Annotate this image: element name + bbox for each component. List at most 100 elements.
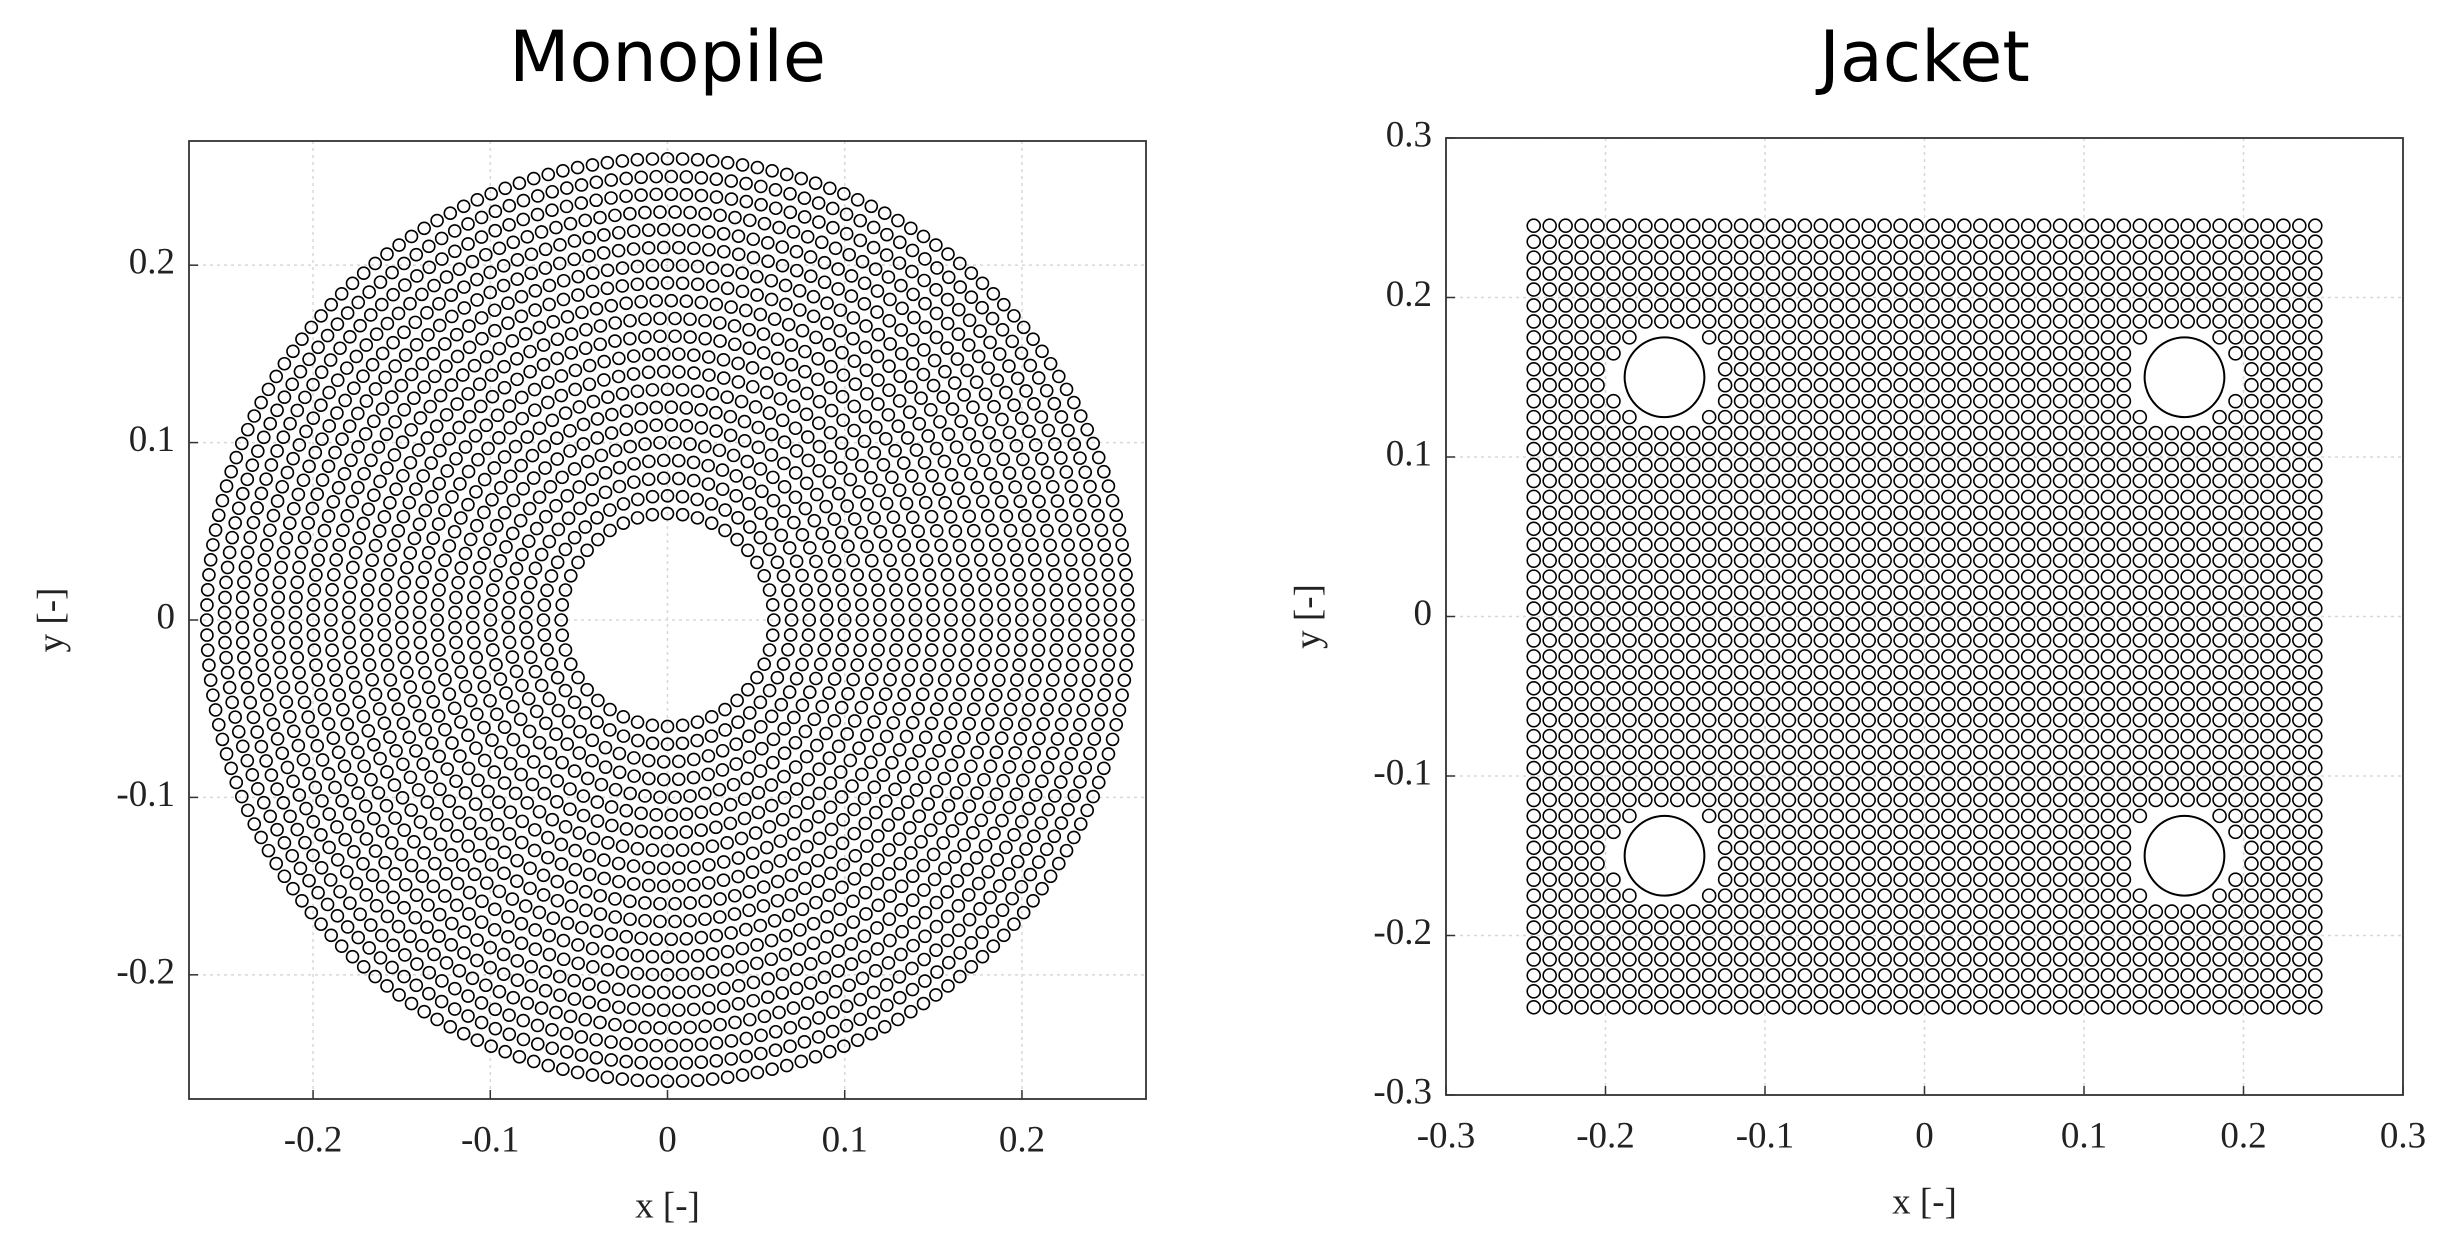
mesh-point bbox=[395, 635, 410, 650]
mesh-point bbox=[1877, 377, 1892, 393]
mesh-point bbox=[664, 418, 679, 432]
mesh-point bbox=[1669, 792, 1685, 808]
mesh-point bbox=[536, 888, 551, 902]
mesh-point bbox=[505, 334, 520, 348]
mesh-point bbox=[2212, 298, 2227, 313]
mesh-point bbox=[1893, 330, 1908, 345]
mesh-point bbox=[240, 545, 255, 560]
mesh-point bbox=[1590, 330, 1605, 345]
mesh-point bbox=[611, 243, 626, 258]
mesh-point bbox=[892, 524, 906, 538]
mesh-point bbox=[1733, 999, 1749, 1015]
mesh-point bbox=[515, 814, 530, 829]
mesh-point bbox=[448, 605, 462, 620]
mesh-point bbox=[2020, 633, 2036, 648]
mesh-point bbox=[2148, 537, 2164, 553]
mesh-point bbox=[351, 930, 366, 945]
mesh-point bbox=[1781, 425, 1797, 441]
mesh-point bbox=[1558, 409, 1573, 425]
mesh-point bbox=[1925, 680, 1940, 696]
mesh-point bbox=[558, 406, 573, 420]
mesh-point bbox=[576, 437, 591, 451]
mesh-point bbox=[349, 349, 364, 364]
mesh-point bbox=[705, 154, 720, 168]
mesh-point bbox=[834, 700, 849, 715]
mesh-point bbox=[1909, 457, 1924, 473]
mesh-point bbox=[1797, 441, 1813, 457]
mesh-point bbox=[1701, 728, 1717, 744]
mesh-point bbox=[2100, 234, 2116, 249]
mesh-point bbox=[301, 710, 315, 724]
mesh-point bbox=[1701, 760, 1717, 776]
mesh-point bbox=[645, 1074, 660, 1088]
mesh-point bbox=[859, 907, 873, 921]
mesh-point bbox=[679, 294, 694, 309]
mesh-point bbox=[1654, 553, 1669, 568]
mesh-point bbox=[713, 892, 727, 906]
mesh-point bbox=[1526, 824, 1542, 840]
mesh-point bbox=[2148, 569, 2164, 584]
mesh-point bbox=[764, 798, 779, 813]
mesh-point bbox=[342, 419, 357, 433]
mesh-point bbox=[2292, 680, 2307, 696]
mesh-point bbox=[2068, 314, 2084, 329]
mesh-point bbox=[600, 1070, 615, 1085]
mesh-point bbox=[1542, 569, 1557, 584]
mesh-point bbox=[1045, 746, 1060, 761]
mesh-point bbox=[1749, 441, 1765, 457]
mesh-point bbox=[1765, 999, 1781, 1015]
mesh-point bbox=[2020, 250, 2036, 265]
mesh-point bbox=[438, 503, 452, 518]
mesh-point bbox=[698, 786, 712, 801]
mesh-point bbox=[559, 1026, 574, 1041]
mesh-point bbox=[1941, 808, 1956, 824]
mesh-point bbox=[1717, 633, 1733, 648]
mesh-point bbox=[483, 613, 498, 627]
mesh-point bbox=[2212, 999, 2227, 1015]
mesh-point bbox=[843, 472, 858, 487]
mesh-point bbox=[2052, 425, 2068, 441]
mesh-point bbox=[716, 353, 731, 367]
mesh-point bbox=[1749, 473, 1765, 489]
mesh-point bbox=[668, 1021, 682, 1035]
mesh-point bbox=[989, 480, 1004, 495]
mesh-point bbox=[1925, 872, 1940, 887]
mesh-point bbox=[701, 350, 716, 364]
mesh-point bbox=[723, 816, 738, 831]
mesh-point bbox=[735, 266, 749, 280]
mesh-point bbox=[917, 883, 931, 897]
mesh-point bbox=[439, 956, 454, 970]
mesh-point bbox=[315, 753, 330, 767]
mesh-point bbox=[1051, 856, 1066, 871]
mesh-point bbox=[600, 263, 615, 278]
mesh-point bbox=[962, 509, 977, 524]
mesh-point bbox=[1622, 409, 1637, 425]
mesh-point bbox=[260, 688, 274, 702]
mesh-point bbox=[1813, 872, 1829, 887]
mesh-point bbox=[1781, 824, 1797, 840]
mesh-point bbox=[392, 238, 406, 252]
mesh-point bbox=[1590, 441, 1605, 457]
mesh-point bbox=[764, 292, 779, 307]
mesh-point bbox=[1542, 314, 1557, 329]
mesh-point bbox=[2228, 537, 2243, 553]
mesh-point bbox=[1973, 266, 1988, 281]
mesh-point bbox=[1877, 999, 1892, 1015]
mesh-point bbox=[1749, 361, 1765, 377]
mesh-point bbox=[1765, 728, 1781, 744]
mesh-point bbox=[2020, 744, 2036, 760]
mesh-point bbox=[638, 896, 652, 910]
mesh-point bbox=[886, 510, 901, 524]
mesh-point bbox=[1622, 330, 1637, 345]
mesh-point bbox=[2164, 952, 2180, 967]
mesh-point bbox=[1701, 984, 1717, 999]
mesh-point bbox=[1606, 904, 1621, 919]
mesh-point bbox=[1765, 409, 1781, 425]
mesh-point bbox=[2132, 999, 2148, 1015]
mesh-point bbox=[857, 434, 872, 449]
mesh-point bbox=[567, 530, 582, 545]
mesh-point bbox=[619, 929, 633, 944]
mesh-point bbox=[2084, 936, 2100, 951]
mesh-point bbox=[2196, 760, 2211, 776]
mesh-point bbox=[1765, 489, 1781, 505]
